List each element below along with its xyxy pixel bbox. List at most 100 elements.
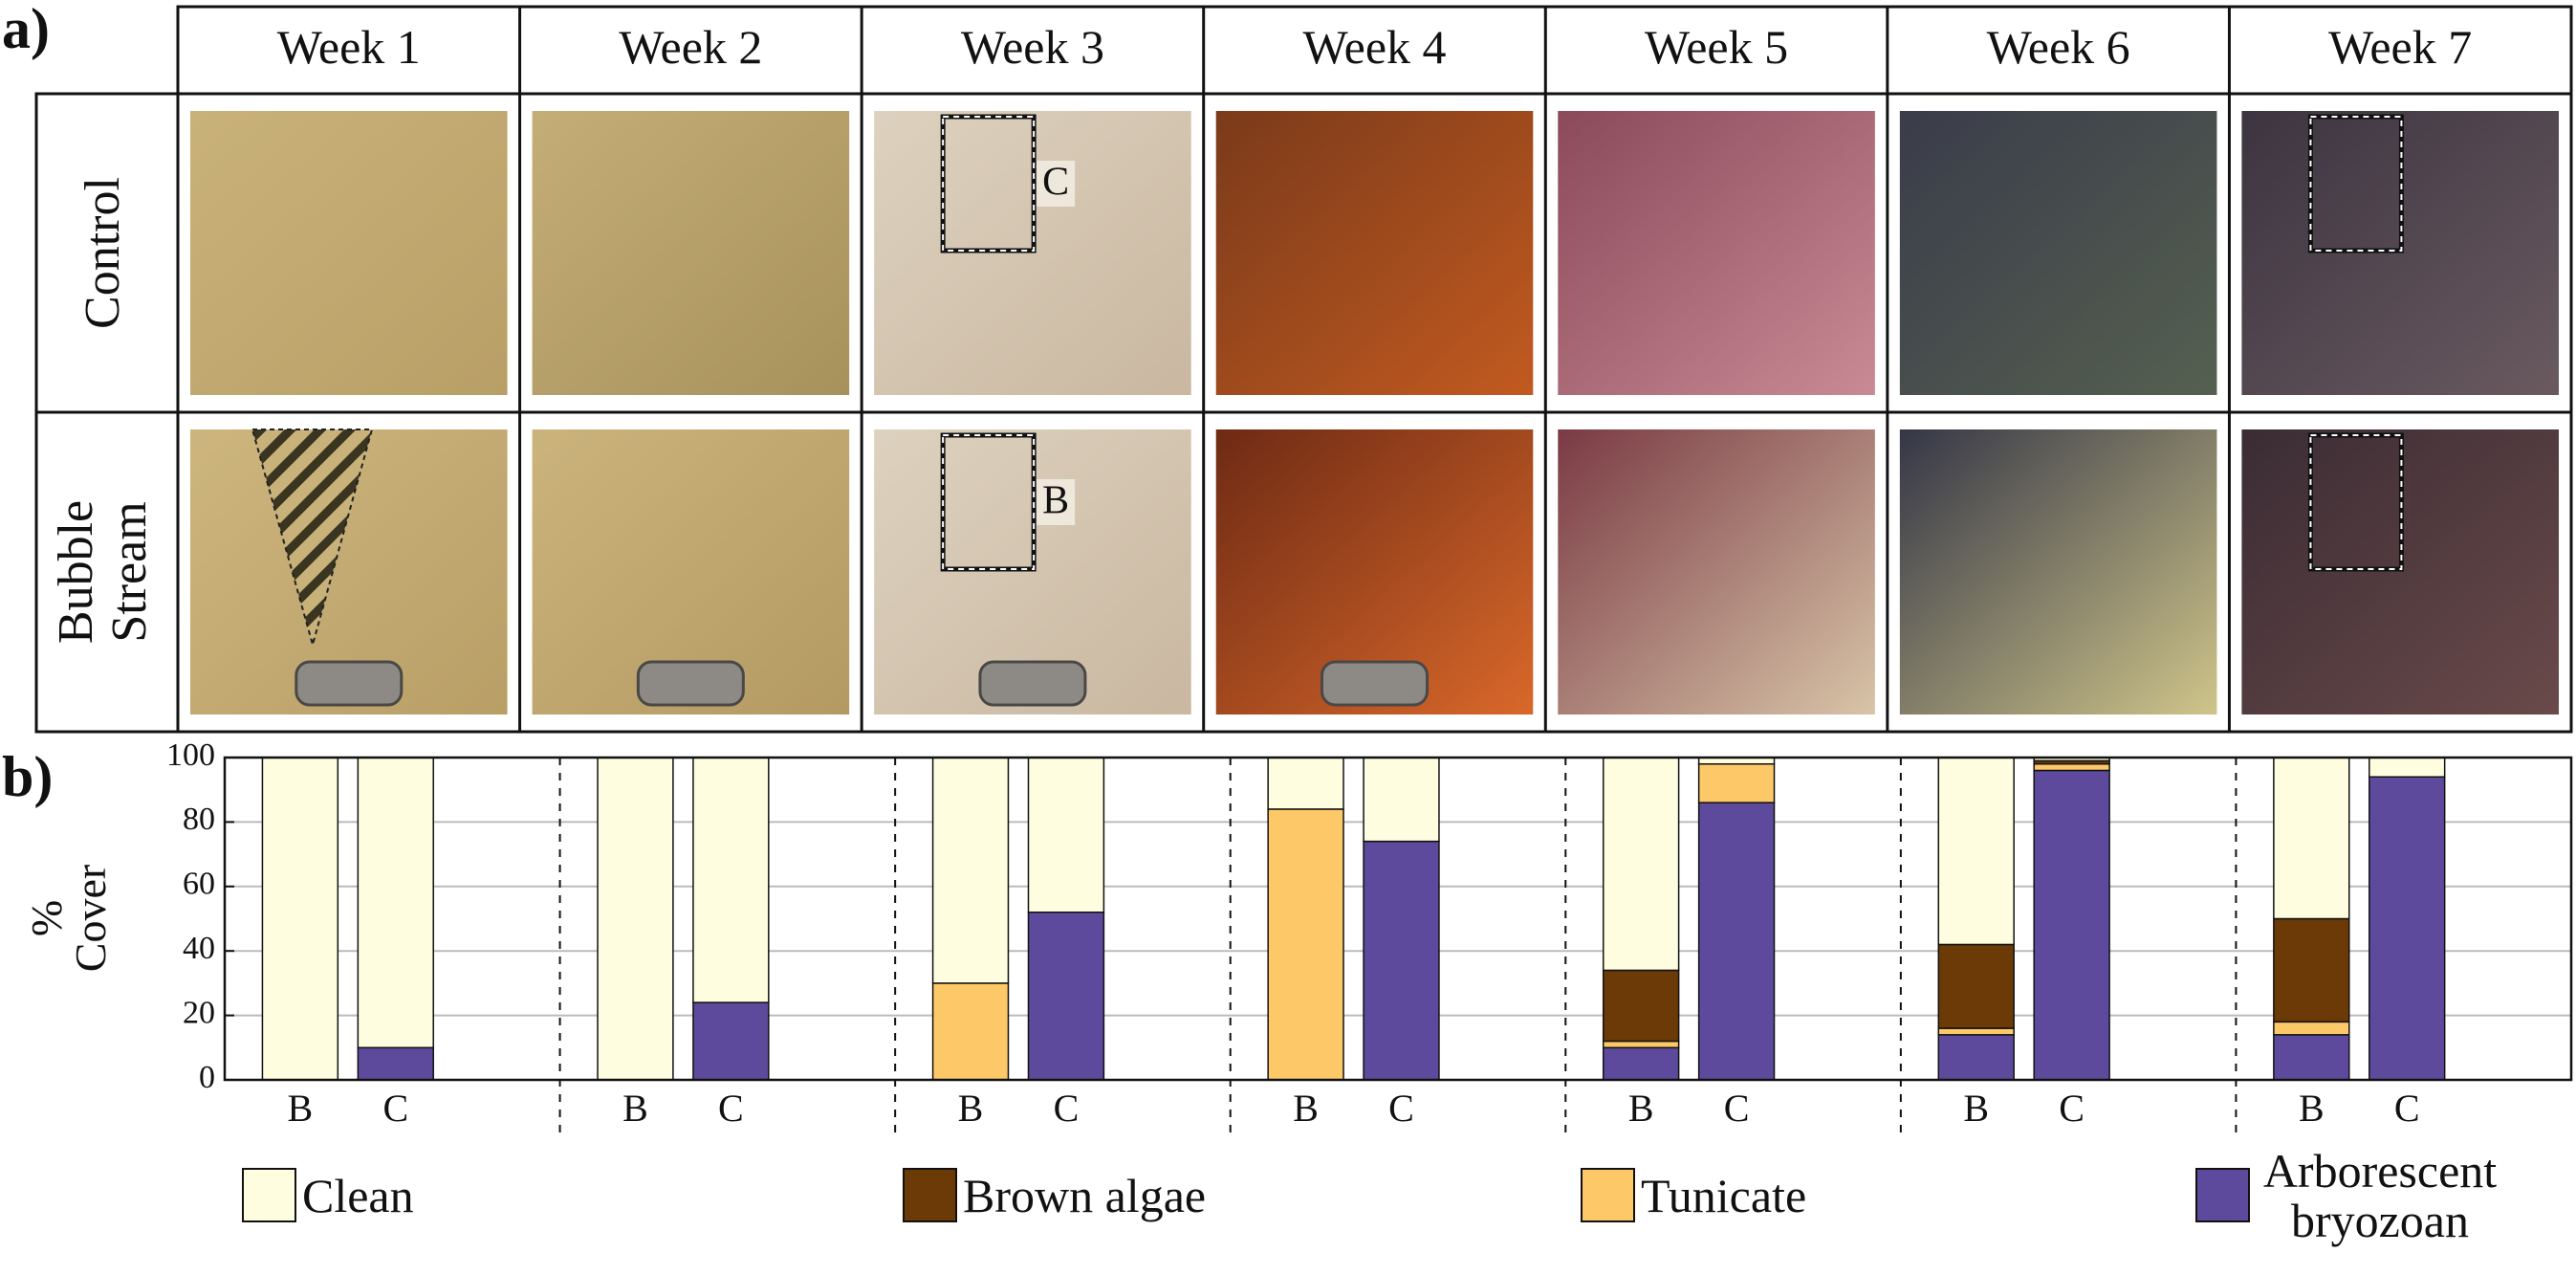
legend-swatch <box>2195 1168 2250 1222</box>
legend-swatch <box>1581 1168 1635 1222</box>
y-tick-label: 100 <box>166 737 215 773</box>
annotation-bg <box>1037 161 1076 207</box>
bubbler-fitting <box>295 660 404 707</box>
bubbler-fitting <box>978 660 1087 707</box>
highlight-box-inner <box>942 116 1036 252</box>
panel-photo <box>532 111 850 395</box>
legend-label-wrap: Clean <box>302 1143 618 1248</box>
column-header: Week 1 <box>277 20 421 74</box>
column-header: Week 7 <box>2328 20 2472 74</box>
y-tick-label: 20 <box>183 995 215 1030</box>
photo-annotation: B <box>1042 479 1069 523</box>
y-tick-label: 0 <box>199 1060 215 1095</box>
bar-segment <box>2033 762 2110 772</box>
x-tick-label: B <box>1628 1087 1654 1130</box>
bar-segment <box>2273 1034 2350 1081</box>
x-tick-label: C <box>1388 1087 1414 1130</box>
bar-segment <box>2369 776 2446 1081</box>
y-axis-label-line: Cover <box>66 865 115 972</box>
bar-segment <box>1363 757 1440 843</box>
bar-segment <box>2369 757 2446 778</box>
column-header: Week 3 <box>961 20 1104 74</box>
bar-segment <box>1027 912 1105 1081</box>
y-tick-label: 60 <box>183 867 215 902</box>
plot-frame <box>223 756 2573 1082</box>
highlight-box-inner <box>2309 116 2403 252</box>
bar-segment <box>1267 808 1344 1081</box>
bubbler-fitting <box>1321 660 1429 707</box>
x-tick-label: C <box>382 1087 408 1130</box>
legend-label: Tunicate <box>1641 1169 1807 1222</box>
bar-segment <box>1697 762 1776 803</box>
bar-segment <box>1027 757 1105 913</box>
bar-segment <box>261 757 339 1081</box>
row-header-line: Control <box>76 177 130 329</box>
annotation-bg <box>1037 479 1076 525</box>
panel-label: b) <box>2 745 53 808</box>
row-header: BubbleStream <box>49 500 157 644</box>
x-tick-label: B <box>622 1087 648 1130</box>
bar-segment <box>1937 1027 2015 1036</box>
legend-label-box: Brown algae <box>963 1143 1278 1248</box>
row-header-line: Stream <box>102 501 157 642</box>
x-tick-label: B <box>2299 1087 2325 1130</box>
y-axis-label: %Cover <box>22 865 115 972</box>
x-tick-label: C <box>1054 1087 1080 1130</box>
legend-label-box: Clean <box>302 1143 618 1248</box>
legend-label-box: Tunicate <box>1641 1143 1956 1248</box>
highlight-box-inner <box>2309 434 2403 570</box>
bar-segment <box>597 757 674 1081</box>
column-header: Week 4 <box>1302 20 1446 74</box>
x-tick-label: C <box>2394 1087 2420 1130</box>
panel-photo <box>1558 429 1875 714</box>
bar-segment <box>1937 757 2015 946</box>
panel-label: a) <box>2 0 50 60</box>
panel-photo <box>1558 111 1875 395</box>
legend-label: Arborescent bryozoan <box>2262 1144 2498 1247</box>
bar-segment <box>2033 769 2110 1081</box>
bubbler-fitting <box>636 660 745 707</box>
x-tick-label: C <box>2059 1087 2085 1130</box>
x-tick-label: B <box>958 1087 984 1130</box>
x-tick-label: B <box>1293 1087 1319 1130</box>
bar-segment <box>692 1001 770 1081</box>
bar-segment <box>357 1046 434 1081</box>
legend-label: Brown algae <box>963 1169 1207 1222</box>
x-tick-label: B <box>288 1087 314 1130</box>
legend-swatch <box>903 1168 957 1222</box>
x-tick-label: C <box>718 1087 744 1130</box>
legend-label-wrap: Tunicate <box>1641 1143 1956 1248</box>
panel-photo <box>1899 429 2217 714</box>
highlight-box-inner <box>942 434 1036 570</box>
bar-segment <box>1602 1040 1680 1049</box>
bar-segment <box>357 757 434 1049</box>
column-header: Week 5 <box>1645 20 1788 74</box>
panel-photo <box>1215 111 1534 395</box>
legend-swatch <box>242 1168 296 1222</box>
legend-label: Clean <box>302 1169 414 1222</box>
bar-segment <box>2273 1021 2350 1036</box>
panel-photo <box>1899 111 2217 395</box>
bar-segment <box>1937 1034 2015 1081</box>
bar-segment <box>1602 757 1680 972</box>
bar-segment <box>931 757 1010 984</box>
y-axis-label-line: % <box>22 900 71 936</box>
legend-label-wrap: Brown algae <box>963 1143 1278 1248</box>
bar-segment <box>1937 943 2015 1029</box>
bar-segment <box>1602 1046 1680 1081</box>
panel-photo <box>190 111 508 395</box>
legend-label-box: Arborescent bryozoan <box>2256 1143 2571 1248</box>
legend-label-wrap: Arborescent bryozoan <box>2256 1143 2571 1248</box>
row-header-line: Bubble <box>49 500 103 644</box>
column-header: Week 6 <box>1987 20 2130 74</box>
y-tick-label: 40 <box>183 931 215 966</box>
bar-segment <box>692 757 770 1003</box>
bar-segment <box>931 982 1010 1081</box>
bubble-plume <box>251 429 374 648</box>
column-header: Week 2 <box>619 20 762 74</box>
bar-segment <box>1697 802 1776 1081</box>
x-tick-label: B <box>1963 1087 1989 1130</box>
bar-segment <box>1267 757 1344 810</box>
bar-segment <box>1363 840 1440 1081</box>
